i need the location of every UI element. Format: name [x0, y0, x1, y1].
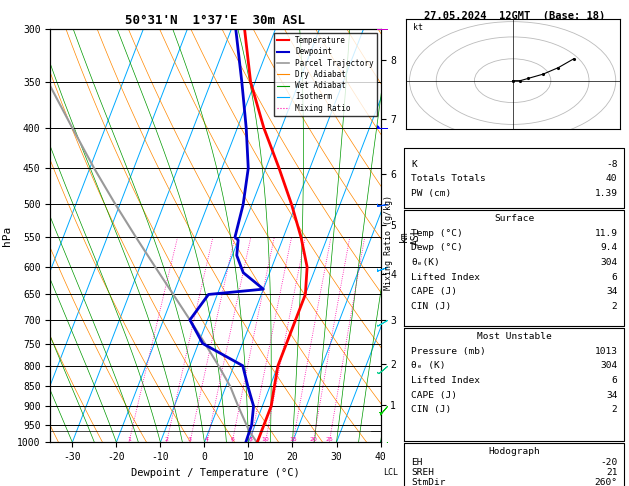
Text: Most Unstable: Most Unstable: [477, 332, 552, 341]
Text: 10: 10: [262, 437, 269, 442]
Text: CAPE (J): CAPE (J): [411, 287, 457, 296]
Text: Totals Totals: Totals Totals: [411, 174, 486, 183]
X-axis label: Dewpoint / Temperature (°C): Dewpoint / Temperature (°C): [131, 468, 300, 478]
Text: -20: -20: [600, 458, 618, 467]
Text: 304: 304: [600, 362, 618, 370]
Text: Hodograph: Hodograph: [488, 448, 540, 456]
Text: LCL: LCL: [382, 469, 398, 477]
Text: 34: 34: [606, 391, 618, 399]
Text: 15: 15: [289, 437, 297, 442]
Text: Lifted Index: Lifted Index: [411, 273, 480, 281]
Text: Pressure (mb): Pressure (mb): [411, 347, 486, 356]
Text: 3: 3: [188, 437, 192, 442]
Text: CAPE (J): CAPE (J): [411, 391, 457, 399]
Legend: Temperature, Dewpoint, Parcel Trajectory, Dry Adiabat, Wet Adiabat, Isotherm, Mi: Temperature, Dewpoint, Parcel Trajectory…: [274, 33, 377, 116]
Text: 21: 21: [606, 468, 618, 477]
Text: 2: 2: [165, 437, 169, 442]
Text: 304: 304: [600, 258, 618, 267]
Text: 2: 2: [612, 302, 618, 311]
Text: K: K: [411, 160, 416, 169]
Text: PW (cm): PW (cm): [411, 189, 451, 198]
Text: EH: EH: [411, 458, 423, 467]
Text: 6: 6: [230, 437, 234, 442]
Text: 34: 34: [606, 287, 618, 296]
Text: Surface: Surface: [494, 214, 534, 223]
Text: 1013: 1013: [594, 347, 618, 356]
Text: StmDir: StmDir: [411, 478, 445, 486]
Text: 6: 6: [612, 376, 618, 385]
Text: 9.4: 9.4: [600, 243, 618, 252]
Text: -8: -8: [606, 160, 618, 169]
Text: Lifted Index: Lifted Index: [411, 376, 480, 385]
Text: Mixing Ratio (g/kg): Mixing Ratio (g/kg): [384, 195, 393, 291]
Text: 1.39: 1.39: [594, 189, 618, 198]
Y-axis label: km
ASL: km ASL: [399, 227, 421, 244]
Title: 50°31'N  1°37'E  30m ASL: 50°31'N 1°37'E 30m ASL: [125, 14, 306, 27]
Text: 6: 6: [612, 273, 618, 281]
Text: 11.9: 11.9: [594, 229, 618, 238]
Text: θₑ (K): θₑ (K): [411, 362, 445, 370]
Text: kt: kt: [413, 23, 423, 33]
Text: 1: 1: [127, 437, 131, 442]
Text: Dewp (°C): Dewp (°C): [411, 243, 463, 252]
Text: CIN (J): CIN (J): [411, 302, 451, 311]
Text: 8: 8: [249, 437, 253, 442]
Text: CIN (J): CIN (J): [411, 405, 451, 414]
Text: 2: 2: [612, 405, 618, 414]
Y-axis label: hPa: hPa: [1, 226, 11, 246]
Text: 40: 40: [606, 174, 618, 183]
Text: θₑ(K): θₑ(K): [411, 258, 440, 267]
Text: 4: 4: [205, 437, 209, 442]
Text: 260°: 260°: [594, 478, 618, 486]
Text: SREH: SREH: [411, 468, 434, 477]
Text: 20: 20: [309, 437, 317, 442]
Text: 27.05.2024  12GMT  (Base: 18): 27.05.2024 12GMT (Base: 18): [423, 11, 605, 21]
Text: 25: 25: [325, 437, 333, 442]
Text: Temp (°C): Temp (°C): [411, 229, 463, 238]
